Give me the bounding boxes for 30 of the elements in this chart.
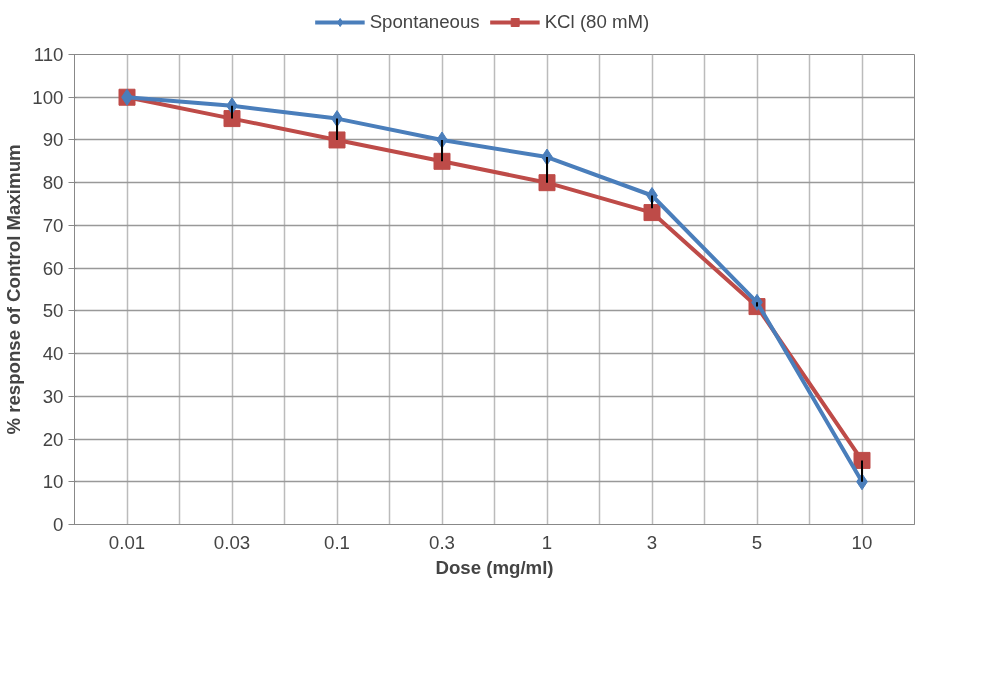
y-tick-label: 80 bbox=[42, 172, 64, 194]
y-tick-label: 70 bbox=[42, 214, 64, 236]
x-tick-label: 10 bbox=[851, 531, 873, 553]
y-tick-label: 10 bbox=[42, 471, 64, 493]
y-tick-label: 40 bbox=[42, 343, 64, 365]
point bbox=[328, 131, 346, 149]
point bbox=[643, 204, 661, 222]
point bbox=[538, 174, 556, 192]
y-tick-label: 90 bbox=[42, 129, 64, 151]
point bbox=[223, 110, 241, 128]
x-axis-title: Dose (mg/ml) bbox=[435, 556, 554, 578]
point bbox=[853, 451, 871, 469]
x-tick-label: 0.01 bbox=[108, 531, 146, 553]
y-tick-label: 100 bbox=[32, 86, 64, 108]
x-tick-label: 0.3 bbox=[429, 531, 455, 553]
x-tick-label: 3 bbox=[646, 531, 658, 553]
legend-label: KCl (80 mM) bbox=[544, 11, 650, 33]
y-tick-label: 30 bbox=[42, 385, 64, 407]
y-tick-label: 110 bbox=[33, 44, 64, 65]
y-tick-label: 50 bbox=[42, 300, 64, 322]
x-tick-label: 0.1 bbox=[324, 531, 350, 553]
y-tick-label: 20 bbox=[42, 428, 64, 450]
legend-label: Spontaneous bbox=[369, 11, 480, 33]
x-tick-label: 1 bbox=[541, 531, 553, 553]
y-tick-label: 60 bbox=[42, 257, 64, 279]
y-tick-label: 0 bbox=[53, 514, 64, 535]
y-axis-title: % response of Control Maximum bbox=[3, 144, 25, 435]
x-tick-label: 5 bbox=[751, 531, 763, 553]
x-tick-label: 0.03 bbox=[213, 531, 251, 553]
point bbox=[433, 152, 451, 170]
